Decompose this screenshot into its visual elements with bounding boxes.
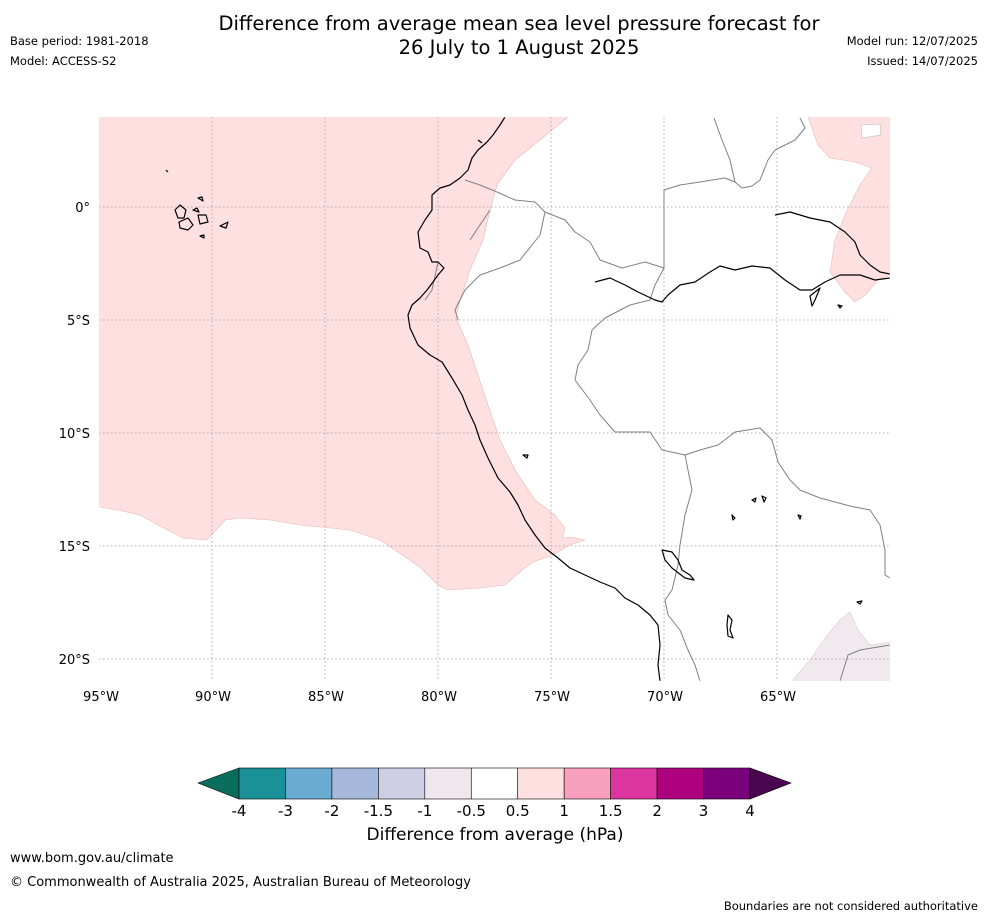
colorbar-tick-label: -1.5	[364, 802, 393, 820]
colorbar-bins	[238, 767, 751, 800]
lon-label: 85°W	[308, 690, 344, 705]
model-name: Model: ACCESS-S2	[10, 54, 117, 68]
lon-label: 90°W	[195, 690, 231, 705]
lat-label: 0°	[75, 201, 90, 216]
base-period: Base period: 1981-2018	[10, 34, 149, 48]
latitude-labels: 0° 5°S 10°S 15°S 20°S	[59, 201, 90, 668]
white-patch	[860, 123, 882, 139]
lat-label: 20°S	[59, 653, 90, 668]
lon-label: 70°W	[647, 690, 683, 705]
colorbar-ticks: -4 -3 -2 -1.5 -1 -0.5 0.5 1 1.5 2 3 4	[232, 802, 755, 820]
issued-date: Issued: 14/07/2025	[867, 54, 978, 68]
ocean-anomaly-region	[99, 117, 587, 591]
colorbar-bin	[563, 767, 611, 800]
colorbar-tick-label: -2	[324, 802, 339, 820]
lat-label: 15°S	[59, 540, 90, 555]
chart-title: Difference from average mean sea level p…	[0, 12, 988, 60]
country-borders	[424, 117, 890, 681]
colorbar-tick-label: -4	[232, 802, 247, 820]
colorbar-tick-label: 3	[699, 802, 709, 820]
colorbar-bin	[331, 767, 379, 800]
colorbar-bin	[378, 767, 426, 800]
ocean-anomaly-northeast	[807, 117, 890, 303]
colorbar-label: Difference from average (hPa)	[366, 825, 624, 845]
colorbar-bin	[470, 767, 519, 800]
colorbar-bin	[610, 767, 658, 800]
colorbar-tick-label: -1	[417, 802, 432, 820]
colorbar-tick-label: 0.5	[506, 802, 530, 820]
lon-label: 65°W	[760, 690, 796, 705]
colorbar-low-extend	[197, 767, 240, 800]
longitude-labels: 95°W 90°W 85°W 80°W 75°W 70°W 65°W	[83, 690, 796, 705]
lat-label: 10°S	[59, 427, 90, 442]
footer-url[interactable]: www.bom.gov.au/climate	[10, 851, 174, 866]
meta-left: Base period: 1981-2018 Model: ACCESS-S2	[10, 31, 149, 71]
lon-label: 75°W	[534, 690, 570, 705]
lon-label: 95°W	[83, 690, 119, 705]
colorbar-tick-label: -3	[278, 802, 293, 820]
colorbar-bin	[424, 767, 472, 800]
model-run: Model run: 12/07/2025	[846, 34, 978, 48]
colorbar-bin	[656, 767, 704, 800]
title-line-1: Difference from average mean sea level p…	[218, 12, 820, 35]
colorbar-tick-label: 2	[652, 802, 662, 820]
lon-label: 80°W	[421, 690, 457, 705]
colorbar-tick-label: 1.5	[599, 802, 623, 820]
footer-copyright: © Commonwealth of Australia 2025, Austra…	[10, 875, 471, 890]
map-area	[99, 117, 890, 681]
colorbar-bin	[238, 767, 286, 800]
colorbar-bin	[285, 767, 333, 800]
colorbar-tick-label: 4	[745, 802, 755, 820]
colorbar-tick-label: -0.5	[457, 802, 486, 820]
title-line-2: 26 July to 1 August 2025	[398, 36, 640, 59]
coastlines	[165, 117, 890, 681]
colorbar: -4 -3 -2 -1.5 -1 -0.5 0.5 1 1.5 2 3 4	[197, 767, 792, 820]
colorbar-tick-label: 1	[559, 802, 569, 820]
colorbar-bin	[703, 767, 751, 800]
colorbar-bin	[517, 767, 565, 800]
colorbar-high-extend	[749, 767, 792, 800]
lat-label: 5°S	[67, 314, 90, 329]
footer-disclaimer: Boundaries are not considered authoritat…	[723, 899, 978, 913]
southeast-patch	[791, 611, 890, 681]
meta-right: Model run: 12/07/2025 Issued: 14/07/2025	[847, 31, 978, 71]
